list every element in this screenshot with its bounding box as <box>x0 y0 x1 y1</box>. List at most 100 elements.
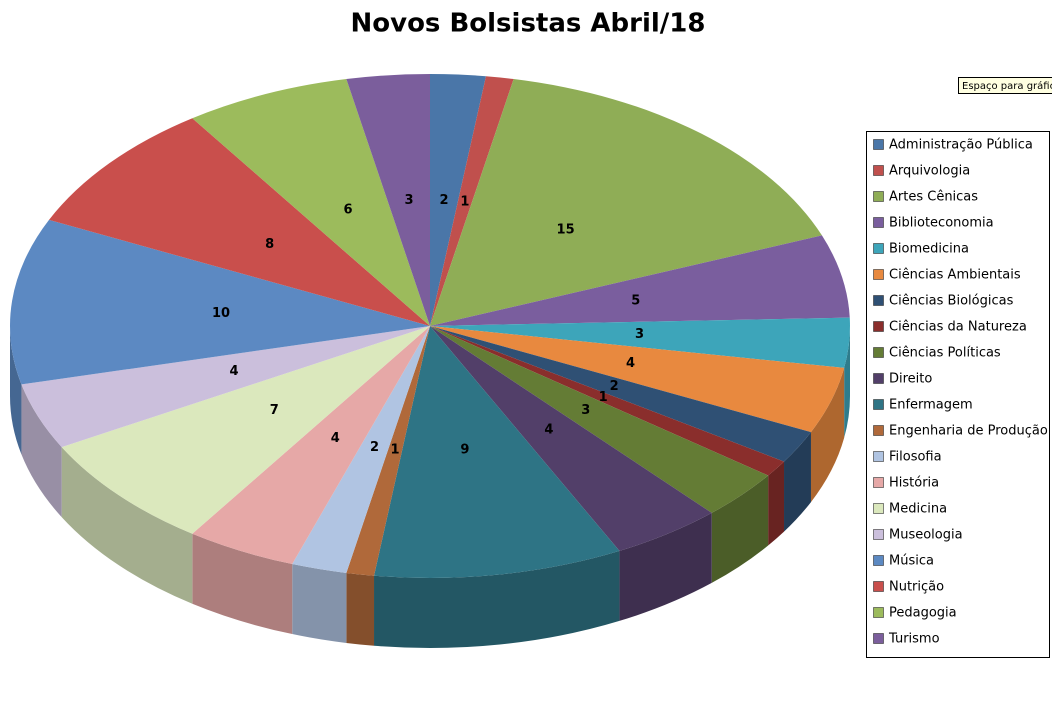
data-label: 4 <box>544 422 553 437</box>
slice <box>430 326 785 476</box>
data-label: 10 <box>212 306 230 321</box>
legend-label: Engenharia de Produção <box>889 424 1048 439</box>
slice <box>49 118 430 327</box>
legend-label: Ciências Biológicas <box>889 294 1014 309</box>
legend-swatch <box>873 477 884 488</box>
data-label: 4 <box>331 431 340 446</box>
legend-label: Direito <box>889 372 932 387</box>
slice-side <box>768 461 785 546</box>
legend-swatch <box>873 347 884 358</box>
slice-side <box>619 512 712 621</box>
legend-swatch <box>873 217 884 228</box>
slice-side <box>292 564 347 643</box>
data-label: 3 <box>404 193 413 208</box>
slice-side <box>61 447 193 604</box>
legend-label: Nutrição <box>889 580 944 595</box>
slice <box>430 326 712 551</box>
legend-swatch <box>873 295 884 306</box>
legend-label: Museologia <box>889 528 963 543</box>
legend-swatch <box>873 191 884 202</box>
legend-box <box>866 131 1050 658</box>
slice-side <box>784 432 811 532</box>
legend-swatch <box>873 607 884 618</box>
data-label: 1 <box>599 390 608 405</box>
data-label: 5 <box>631 293 640 308</box>
data-label: 2 <box>370 440 379 455</box>
legend-swatch <box>873 503 884 514</box>
slice <box>61 326 430 534</box>
slice <box>430 235 850 326</box>
data-label: 1 <box>391 443 400 458</box>
legend-swatch <box>873 165 884 176</box>
slice <box>430 326 769 513</box>
data-label: 15 <box>557 222 575 237</box>
legend-label: Enfermagem <box>889 398 973 413</box>
legend-label: Filosofia <box>889 450 942 465</box>
slice <box>430 76 514 326</box>
annotation-text: Espaço para gráfic <box>962 80 1052 92</box>
slice <box>430 317 850 368</box>
data-label: 3 <box>581 403 590 418</box>
annotation-frame <box>958 77 1052 94</box>
legend-label: Arquivologia <box>889 164 970 179</box>
legend-swatch <box>873 243 884 254</box>
data-label: 3 <box>635 327 644 342</box>
data-label: 8 <box>265 237 274 252</box>
slice <box>346 326 430 576</box>
slice <box>430 326 811 462</box>
annotation-box: Espaço para gráfic <box>958 77 1052 94</box>
legend-label: Turismo <box>888 632 940 647</box>
data-label: 6 <box>343 202 352 217</box>
legend-label: Pedagogia <box>889 606 957 621</box>
legend-swatch <box>873 633 884 644</box>
slice <box>192 326 430 565</box>
data-label: 2 <box>610 379 619 394</box>
pie-tops <box>10 74 850 578</box>
legend-swatch <box>873 425 884 436</box>
slice-side <box>192 533 293 635</box>
slice-side <box>374 550 620 648</box>
data-label: 2 <box>440 193 449 208</box>
legend-label: Biblioteconomia <box>889 216 994 231</box>
slice <box>292 326 430 573</box>
slice <box>10 219 430 385</box>
data-label: 9 <box>460 443 469 458</box>
slice <box>430 74 486 326</box>
annotation: Espaço para gráfic <box>958 77 1052 94</box>
legend-label: Ciências da Natureza <box>889 320 1027 335</box>
slice-side <box>810 367 845 503</box>
slice <box>21 326 431 448</box>
data-label: 1 <box>460 194 469 209</box>
legend-label: História <box>889 476 939 491</box>
legend-swatch <box>873 269 884 280</box>
legend-swatch <box>873 451 884 462</box>
pie-sides <box>10 326 850 648</box>
legend-swatch <box>873 321 884 332</box>
legend-label: Música <box>889 554 934 569</box>
legend-label: Ciências Ambientais <box>889 268 1021 283</box>
legend-swatch <box>873 581 884 592</box>
slice-side <box>346 572 375 646</box>
slice-side <box>10 326 22 455</box>
legend-swatch <box>873 555 884 566</box>
legend-label: Biomedicina <box>889 242 969 257</box>
slice <box>192 79 430 326</box>
slice-side <box>711 475 769 583</box>
chart-title: Novos Bolsistas Abril/18 <box>351 9 706 39</box>
slice-side <box>844 326 850 438</box>
legend-swatch <box>873 399 884 410</box>
legend-label: Ciências Políticas <box>889 346 1001 361</box>
legend-swatch <box>873 373 884 384</box>
legend-label: Medicina <box>889 502 947 517</box>
slice <box>430 79 822 326</box>
legend-label: Administração Pública <box>889 138 1033 153</box>
data-label: 4 <box>230 364 239 379</box>
slice <box>430 326 845 433</box>
legend-swatch <box>873 139 884 150</box>
slice <box>374 326 620 578</box>
legend-label: Artes Cênicas <box>889 190 978 205</box>
legend-swatch <box>873 529 884 540</box>
data-label: 7 <box>270 403 279 418</box>
slice-side <box>21 384 62 518</box>
